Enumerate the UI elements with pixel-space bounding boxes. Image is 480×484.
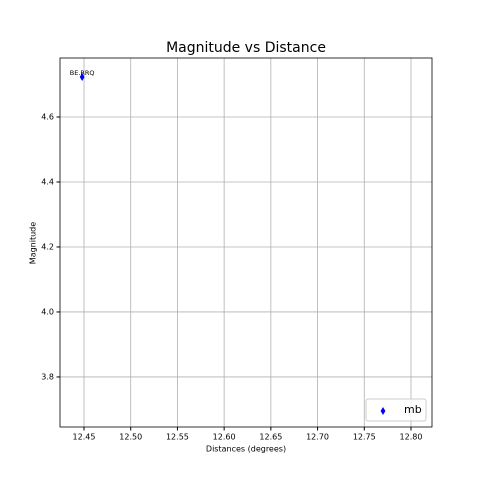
y-tick-label: 4.4 bbox=[41, 177, 54, 186]
x-tick-label: 12.65 bbox=[259, 433, 282, 442]
chart-title: Magnitude vs Distance bbox=[166, 40, 326, 56]
y-tick-label: 4.2 bbox=[41, 242, 54, 251]
point bbox=[79, 73, 85, 82]
x-tick-label: 12.45 bbox=[73, 433, 96, 442]
x-axis-label: Distances (degrees) bbox=[206, 445, 286, 454]
legend-label: mb bbox=[404, 403, 422, 416]
x-tick-label: 12.70 bbox=[306, 433, 329, 442]
x-tick-label: 12.50 bbox=[119, 433, 142, 442]
legend-marker bbox=[380, 407, 386, 415]
plot-frame bbox=[59, 57, 433, 428]
y-tick-label: 4.0 bbox=[41, 307, 54, 316]
x-tick-label: 12.75 bbox=[353, 433, 376, 442]
point-label: BE.RRQ bbox=[70, 69, 95, 77]
y-axis-label: Magnitude bbox=[29, 222, 38, 264]
legend-box bbox=[365, 398, 427, 422]
y-tick-label: 3.8 bbox=[41, 372, 54, 381]
x-tick-label: 12.80 bbox=[400, 433, 423, 442]
x-tick-label: 12.55 bbox=[166, 433, 189, 442]
x-tick-label: 12.60 bbox=[213, 433, 236, 442]
y-tick-label: 4.6 bbox=[41, 112, 54, 121]
